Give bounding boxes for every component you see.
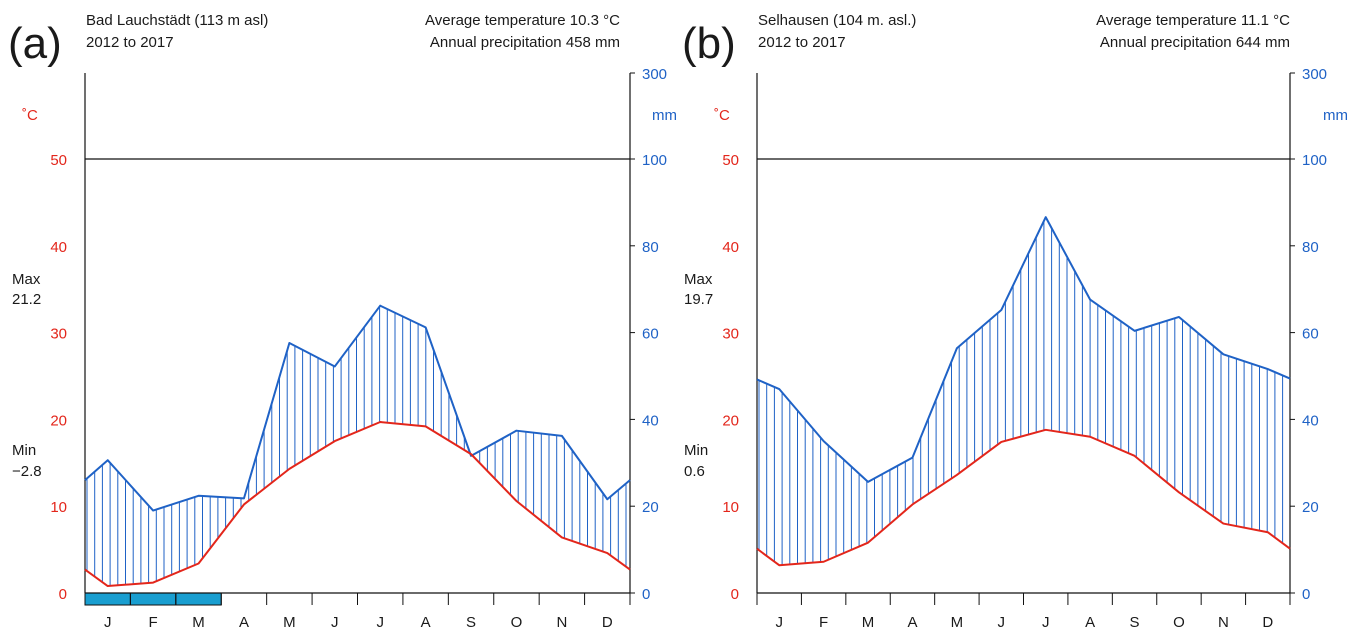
- left-tick-label: 10: [50, 499, 67, 516]
- left-tick-label: 0: [731, 586, 739, 603]
- right-tick-label: 100: [1302, 152, 1327, 169]
- right-tick-label: 100: [642, 152, 667, 169]
- right-tick-label: 80: [1302, 239, 1319, 256]
- frost-month-bar: [129, 592, 177, 606]
- month-label: A: [421, 614, 431, 631]
- min-value-b: 0.6: [684, 463, 705, 480]
- precipitation-line: [84, 304, 631, 512]
- right-tick-label: 0: [1302, 586, 1310, 603]
- precipitation-line: [756, 216, 1291, 483]
- month-label: N: [556, 614, 567, 631]
- left-tick-label: 40: [50, 239, 67, 256]
- right-axis-unit-a: mm: [652, 107, 677, 124]
- annual-precipitation-b: Annual precipitation 644 mm: [1100, 34, 1290, 51]
- month-label: S: [1130, 614, 1140, 631]
- right-tick-label: 60: [642, 326, 659, 343]
- left-tick-label: 30: [50, 326, 67, 343]
- min-value-a: −2.8: [12, 463, 42, 480]
- month-label: M: [283, 614, 296, 631]
- max-label-b: Max: [684, 271, 713, 288]
- month-label: D: [602, 614, 613, 631]
- humid-period-hatching: [86, 306, 627, 586]
- right-tick-label: 40: [1302, 412, 1319, 429]
- annual-precipitation-a: Annual precipitation 458 mm: [430, 34, 620, 51]
- max-value-b: 19.7: [684, 291, 713, 308]
- average-temperature-a: Average temperature 10.3 °C: [425, 12, 620, 29]
- panel-label-b: (b): [682, 19, 736, 68]
- right-tick-label: 20: [1302, 499, 1319, 516]
- temperature-line: [84, 421, 631, 588]
- min-label-a: Min: [12, 442, 36, 459]
- frost-month-bar: [175, 592, 222, 606]
- month-label: O: [1173, 614, 1185, 631]
- min-label-b: Min: [684, 442, 708, 459]
- month-label: M: [192, 614, 205, 631]
- left-tick-label: 0: [59, 586, 67, 603]
- month-label: F: [819, 614, 828, 631]
- plot-area-b: 0 10 20 30 40 50 0 20 40 60 80 100 300 J F M A M J J A S O N D: [722, 66, 1327, 631]
- month-label: J: [998, 614, 1006, 631]
- month-label: S: [466, 614, 476, 631]
- right-tick-label: 80: [642, 239, 659, 256]
- plot-area-a: 0 10 20 30 40 50 0 20 40 60 80 100 300 J F M A M J J A S O N D: [50, 66, 667, 631]
- month-label: M: [862, 614, 875, 631]
- max-label-a: Max: [12, 271, 41, 288]
- month-label: J: [775, 614, 783, 631]
- panel-label-a: (a): [8, 19, 62, 68]
- temperature-line: [756, 428, 1291, 567]
- right-tick-label: 60: [1302, 326, 1319, 343]
- month-label: M: [951, 614, 964, 631]
- left-axis-unit-b: ˚C: [714, 107, 730, 124]
- left-tick-label: 50: [722, 152, 739, 169]
- month-label: J: [376, 614, 384, 631]
- month-label: N: [1218, 614, 1229, 631]
- right-tick-label: 20: [642, 499, 659, 516]
- left-tick-label: 40: [722, 239, 739, 256]
- month-label: J: [331, 614, 339, 631]
- right-tick-label: 0: [642, 586, 650, 603]
- right-tick-label: 300: [642, 66, 667, 83]
- month-label: A: [1085, 614, 1095, 631]
- left-tick-label: 20: [50, 412, 67, 429]
- right-tick-label: 40: [642, 412, 659, 429]
- month-label: F: [149, 614, 158, 631]
- left-tick-label: 20: [722, 412, 739, 429]
- frost-month-bar: [84, 592, 131, 606]
- period-subtitle-a: 2012 to 2017: [86, 34, 174, 51]
- month-label: A: [907, 614, 917, 631]
- average-temperature-b: Average temperature 11.1 °C: [1096, 12, 1290, 29]
- left-axis-unit-a: ˚C: [22, 107, 38, 124]
- panel-b: (b) Selhausen (104 m. asl.) 2012 to 2017…: [682, 12, 1348, 631]
- month-label: J: [1042, 614, 1050, 631]
- month-label: A: [239, 614, 249, 631]
- left-tick-label: 50: [50, 152, 67, 169]
- month-label: J: [104, 614, 112, 631]
- month-label: D: [1262, 614, 1273, 631]
- panel-a: (a) Bad Lauchstädt (113 m asl) 2012 to 2…: [8, 12, 677, 631]
- station-title-a: Bad Lauchstädt (113 m asl): [86, 12, 268, 29]
- period-subtitle-b: 2012 to 2017: [758, 34, 846, 51]
- humid-period-hatching: [758, 220, 1284, 565]
- max-value-a: 21.2: [12, 291, 41, 308]
- right-tick-label: 300: [1302, 66, 1327, 83]
- left-tick-label: 30: [722, 326, 739, 343]
- right-axis-unit-b: mm: [1323, 107, 1348, 124]
- station-title-b: Selhausen (104 m. asl.): [758, 12, 916, 29]
- left-tick-label: 10: [722, 499, 739, 516]
- month-label: O: [511, 614, 523, 631]
